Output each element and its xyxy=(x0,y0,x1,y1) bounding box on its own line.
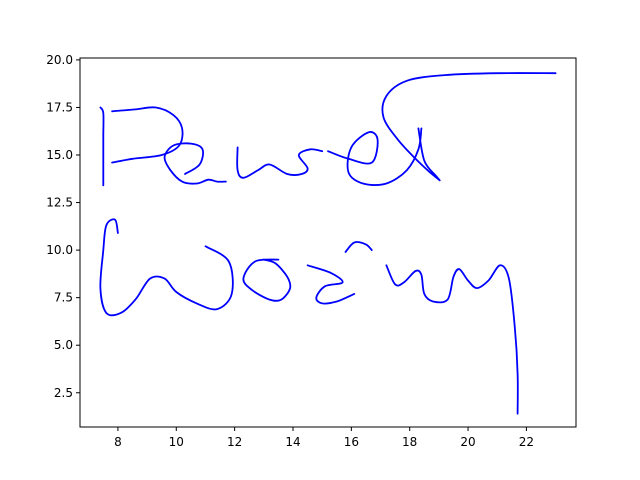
x-tick-label: 22 xyxy=(519,435,534,449)
x-tick-label: 18 xyxy=(402,435,417,449)
series-stroke-8 xyxy=(242,258,292,302)
x-tick-label: 16 xyxy=(344,435,359,449)
y-tick-label: 7.5 xyxy=(54,291,73,305)
series-stroke-4 xyxy=(236,146,324,179)
y-tick-label: 12.5 xyxy=(46,196,73,210)
series-stroke-2 xyxy=(111,106,184,164)
y-tick-label: 5.0 xyxy=(54,338,73,352)
y-tick-label: 20.0 xyxy=(46,53,73,67)
series-stroke-9 xyxy=(306,264,356,305)
x-tick-label: 20 xyxy=(460,435,475,449)
series-stroke-11 xyxy=(385,264,519,415)
y-tick-label: 17.5 xyxy=(46,100,73,114)
series-stroke-7 xyxy=(99,218,234,317)
series-stroke-6 xyxy=(381,72,557,182)
y-tick-label: 2.5 xyxy=(54,386,73,400)
y-axis: 2.5 5.0 7.5 10.0 12.5 15.0 17.5 20.0 xyxy=(46,53,80,400)
y-tick-label: 10.0 xyxy=(46,243,73,257)
x-tick-label: 14 xyxy=(285,435,300,449)
x-tick-label: 8 xyxy=(114,435,122,449)
y-tick-label: 15.0 xyxy=(46,148,73,162)
x-axis: 8 10 12 14 16 18 20 22 xyxy=(114,427,534,449)
series-stroke-3 xyxy=(163,142,227,185)
plot-marks xyxy=(99,72,557,415)
series-stroke-5 xyxy=(327,127,423,186)
series-stroke-1 xyxy=(99,106,105,187)
series-stroke-10 xyxy=(344,241,373,253)
x-tick-label: 10 xyxy=(169,435,184,449)
axes-frame xyxy=(79,57,577,428)
x-tick-label: 12 xyxy=(227,435,242,449)
